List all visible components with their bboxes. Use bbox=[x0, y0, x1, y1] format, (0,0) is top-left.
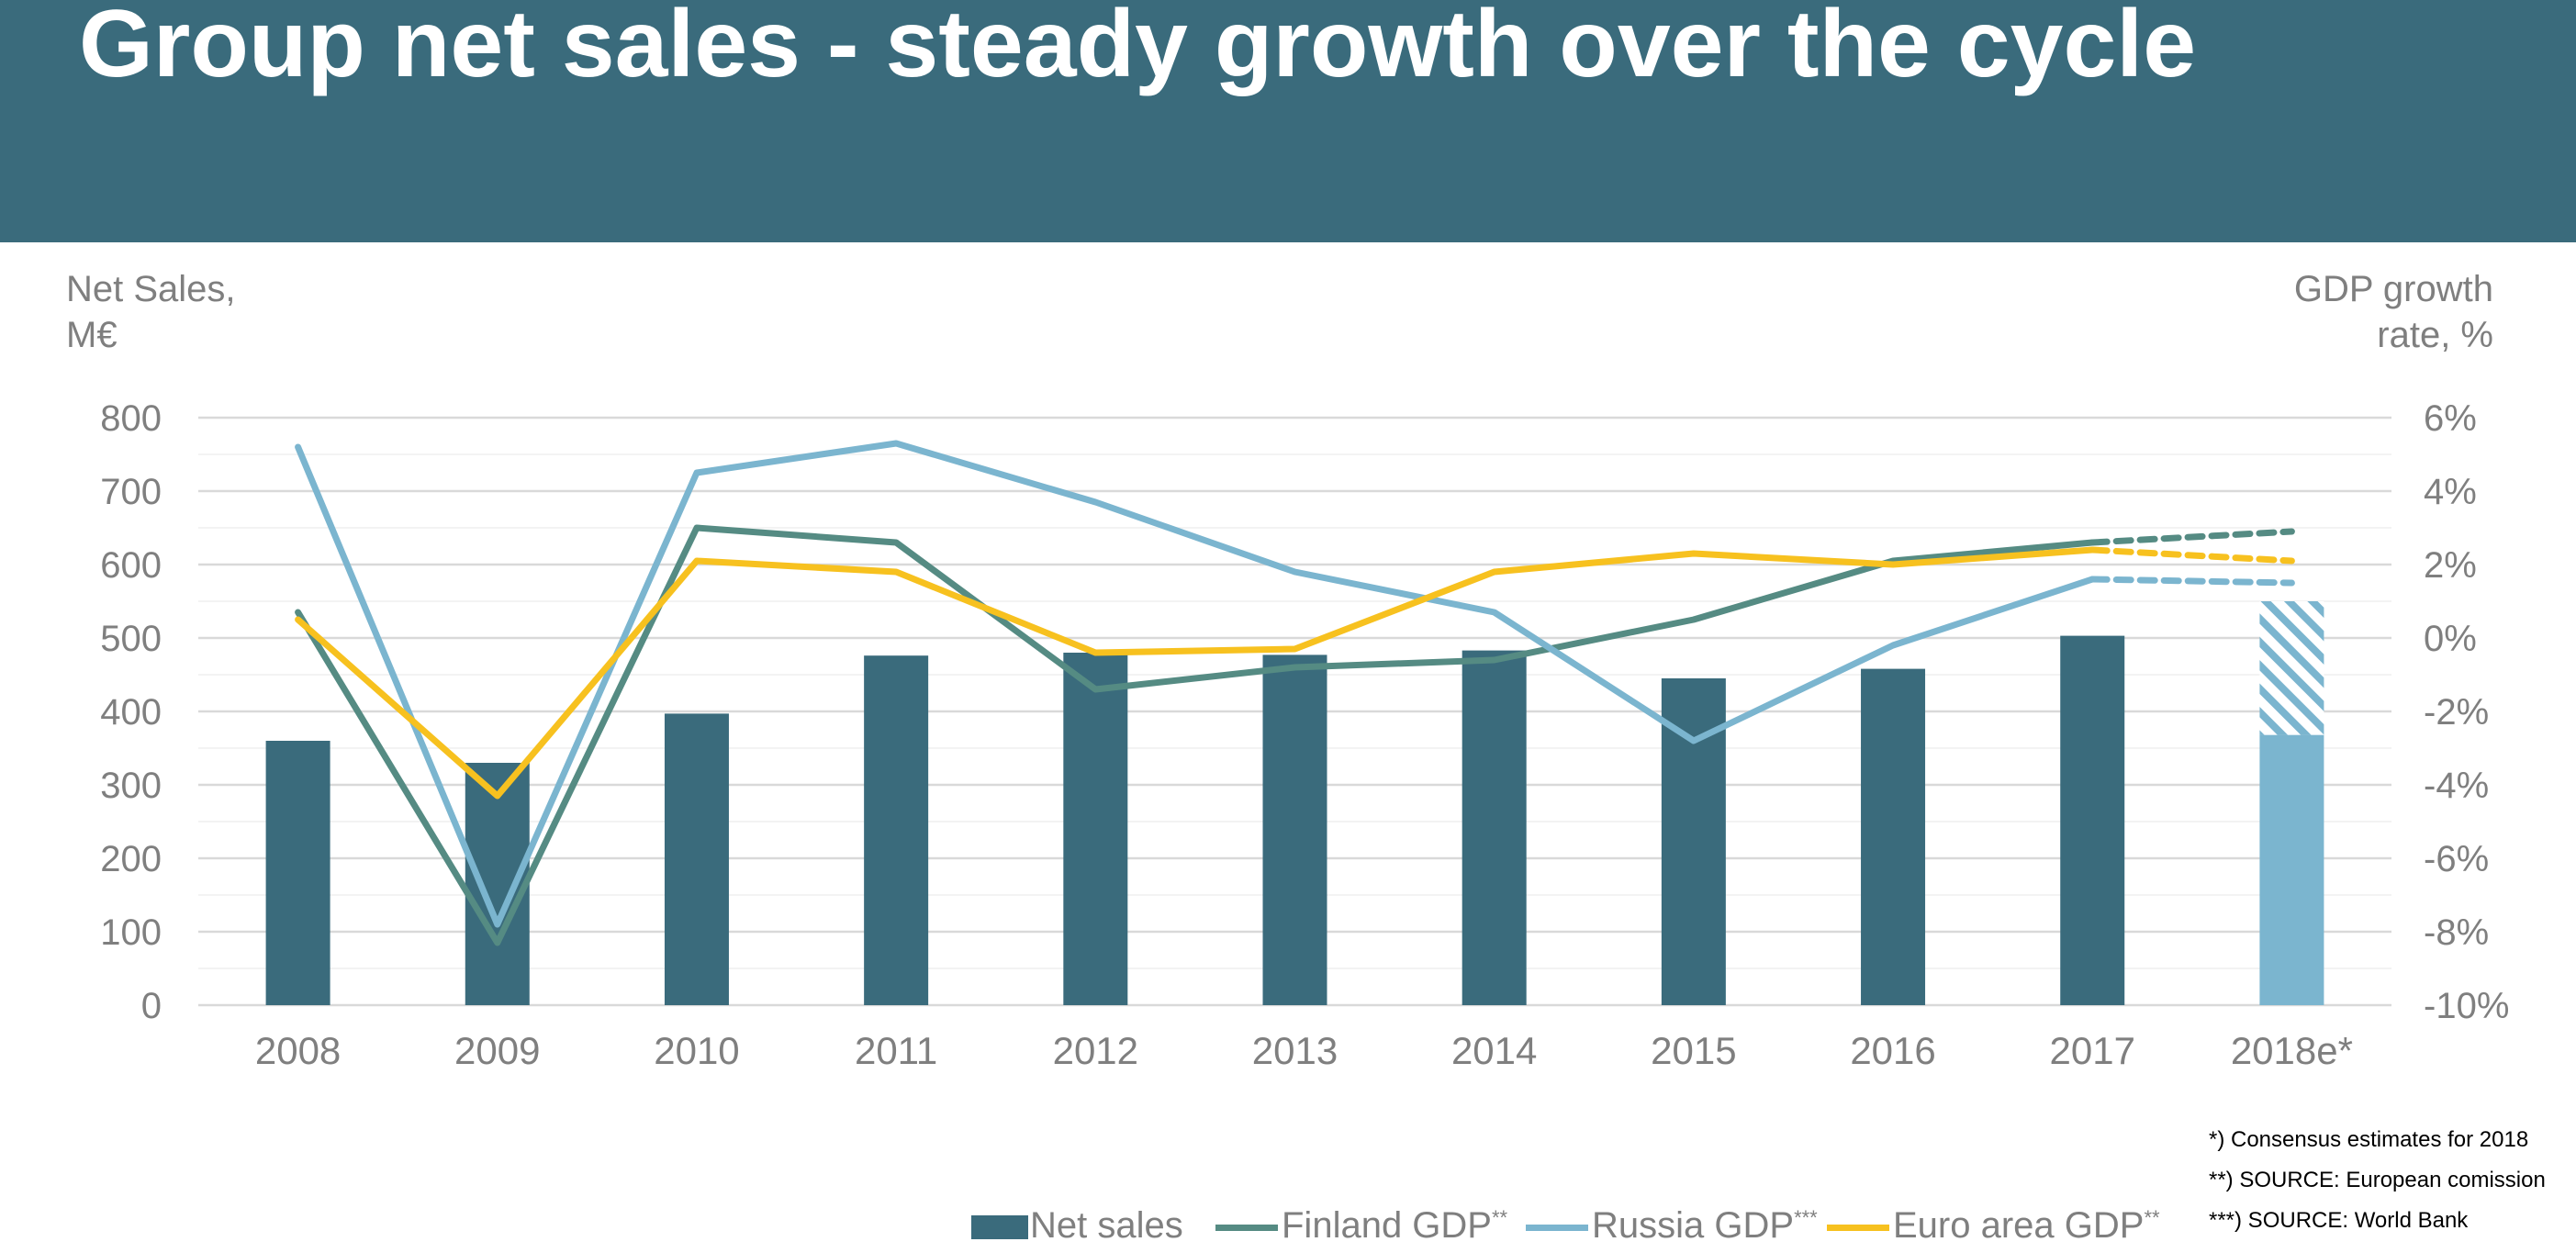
right-axis-tick-label: -2% bbox=[2424, 692, 2489, 733]
bar-net-sales bbox=[1063, 653, 1128, 1005]
left-axis-title-line-2: M€ bbox=[66, 315, 118, 355]
left-axis-title: Net Sales, M€ bbox=[66, 266, 236, 358]
footnote-3: ***) SOURCE: World Bank bbox=[2209, 1208, 2469, 1233]
bar-net-sales bbox=[1262, 654, 1327, 1005]
line-russia-gdp bbox=[295, 440, 2096, 928]
left-axis-title-line-1: Net Sales, bbox=[66, 269, 236, 309]
right-axis-title-line-1: GDP growth bbox=[2293, 269, 2493, 309]
legend-swatch-russia-gdp bbox=[1526, 1225, 1588, 1231]
x-axis-category-label: 2014 bbox=[1451, 1029, 1537, 1072]
x-axis-category-label: 2016 bbox=[1850, 1029, 1935, 1072]
left-axis-tick-label: 200 bbox=[100, 839, 162, 879]
right-axis-tick-label: 6% bbox=[2424, 398, 2477, 439]
x-axis-category-label: 2015 bbox=[1651, 1029, 1736, 1072]
bar-net-sales bbox=[664, 713, 729, 1005]
x-axis-category-label: 2010 bbox=[654, 1029, 739, 1072]
legend-label-russia-gdp: Russia GDP*** bbox=[1592, 1205, 1818, 1246]
footnote-1: *) Consensus estimates for 2018 bbox=[2209, 1127, 2529, 1152]
line-euro-area-gdp bbox=[295, 546, 2096, 800]
right-axis-tick-label: 4% bbox=[2424, 472, 2477, 512]
bar-net-sales bbox=[265, 741, 330, 1005]
title-banner: Group net sales - steady growth over the… bbox=[0, 0, 2576, 242]
right-axis-tick-label: 2% bbox=[2424, 545, 2477, 586]
left-axis-tick-label: 300 bbox=[100, 766, 162, 806]
footnotes: *) Consensus estimates for 2018 **) SOUR… bbox=[2209, 1120, 2576, 1241]
bar-net-sales bbox=[1861, 668, 1926, 1005]
right-axis-tick-label: 0% bbox=[2424, 619, 2477, 659]
bar-net-sales bbox=[465, 763, 530, 1005]
legend-swatch-net-sales bbox=[971, 1215, 1028, 1239]
left-axis-tick-label: 600 bbox=[100, 545, 162, 586]
x-axis-category-label: 2011 bbox=[855, 1029, 937, 1072]
right-axis-title: GDP growth rate, % bbox=[2294, 266, 2493, 358]
legend-swatch-euro-area-gdp bbox=[1827, 1225, 1889, 1231]
x-axis-category-label: 2009 bbox=[454, 1029, 540, 1072]
right-axis-tick-label: -10% bbox=[2424, 986, 2509, 1026]
right-axis-tick-label: -8% bbox=[2424, 912, 2489, 953]
bar-net-sales bbox=[2060, 635, 2125, 1005]
line-euro-area-gdp-estimate bbox=[2089, 546, 2295, 565]
line-finland-gdp-estimate bbox=[2089, 528, 2295, 546]
line-russia-gdp-estimate bbox=[2089, 576, 2295, 587]
bar-net-sales bbox=[864, 655, 929, 1005]
line-finland-gdp bbox=[295, 524, 2096, 946]
bar-net-sales bbox=[1462, 650, 1527, 1005]
x-axis-category-label: 2017 bbox=[2050, 1029, 2135, 1072]
left-axis-tick-label: 400 bbox=[100, 692, 162, 733]
left-axis-tick-label: 100 bbox=[100, 912, 162, 953]
footnote-2: **) SOURCE: European comission bbox=[2209, 1168, 2546, 1192]
bar-net-sales-estimate bbox=[2259, 734, 2324, 1005]
left-axis-tick-label: 800 bbox=[100, 398, 162, 439]
legend-label-euro-area-gdp: Euro area GDP** bbox=[1893, 1205, 2160, 1246]
legend-label-finland-gdp: Finland GDP** bbox=[1282, 1205, 1508, 1246]
x-axis-category-label: 2018e* bbox=[2231, 1029, 2353, 1072]
bar-net-sales-estimate-range bbox=[2259, 601, 2324, 735]
right-axis-tick-label: -4% bbox=[2424, 766, 2489, 806]
legend-label-net-sales: Net sales bbox=[1030, 1205, 1183, 1246]
page-title: Group net sales - steady growth over the… bbox=[79, 0, 2197, 97]
right-axis-title-line-2: rate, % bbox=[2377, 315, 2493, 355]
left-axis-tick-label: 0 bbox=[141, 986, 162, 1026]
x-axis-category-label: 2008 bbox=[255, 1029, 341, 1072]
x-axis-category-label: 2012 bbox=[1053, 1029, 1138, 1072]
x-axis-category-label: 2013 bbox=[1252, 1029, 1338, 1072]
left-axis-tick-label: 500 bbox=[100, 619, 162, 659]
left-axis-tick-label: 700 bbox=[100, 472, 162, 512]
right-axis-tick-label: -6% bbox=[2424, 839, 2489, 879]
legend-swatch-finland-gdp bbox=[1215, 1225, 1278, 1231]
